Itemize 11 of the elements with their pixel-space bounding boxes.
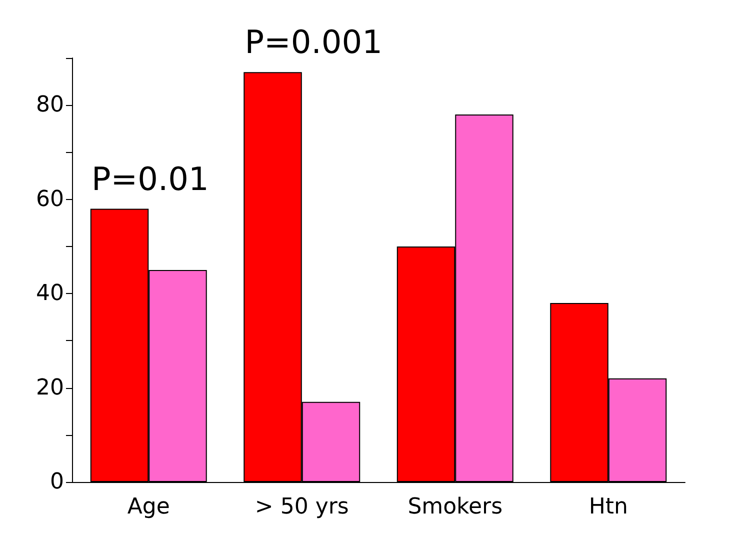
y-tick-label: 80 <box>36 92 64 118</box>
y-tick-label: 0 <box>50 470 64 494</box>
y-tick-label: 60 <box>36 186 64 212</box>
annotation: P=0.001 <box>244 23 382 62</box>
y-tick-label: 40 <box>36 281 64 306</box>
x-tick-label: Age <box>127 494 170 520</box>
x-tick-label: Smokers <box>408 494 503 520</box>
x-tick-label: Htn <box>588 494 628 520</box>
y-tick-label: 20 <box>36 375 64 400</box>
annotation: P=0.01 <box>92 160 209 198</box>
x-tick-label: > 50 yrs <box>254 494 349 520</box>
